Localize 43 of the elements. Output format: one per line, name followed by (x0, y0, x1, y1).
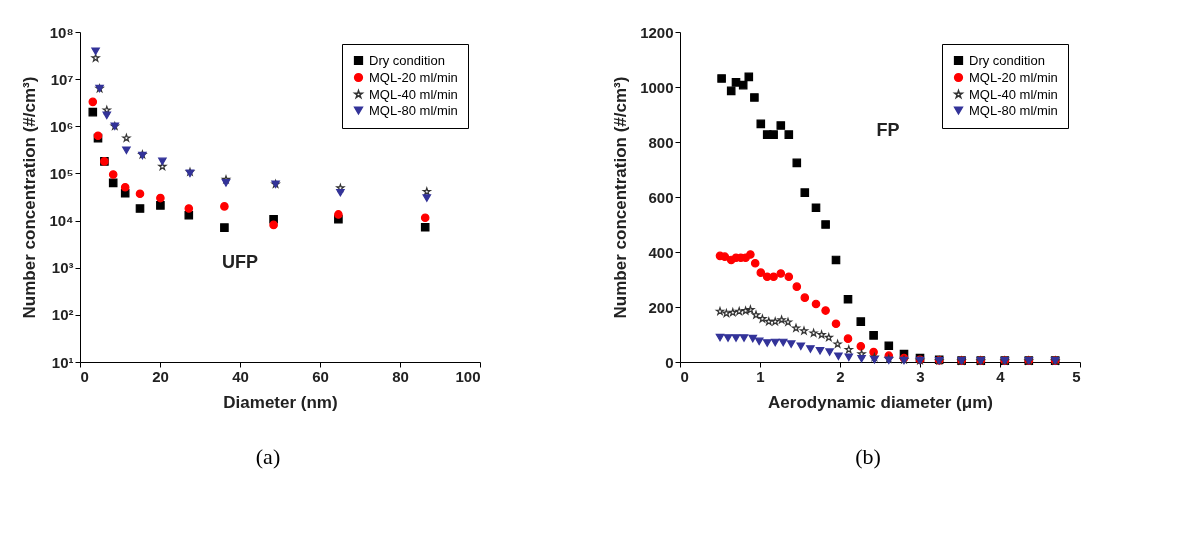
y-tick-label: 800 (648, 133, 674, 151)
x-axis-title: Diameter (nm) (223, 392, 338, 412)
y-tick-label: 10² (51, 306, 74, 324)
x-tick-label: 0 (680, 367, 689, 385)
y-tick-label: 1200 (640, 23, 674, 41)
x-tick-label: 100 (455, 367, 481, 385)
legend-label: MQL-80 ml/min (369, 102, 458, 118)
y-axis-title: Number concentration (#/cm³) (20, 76, 40, 319)
x-tick-label: 80 (392, 367, 409, 385)
legend-label: Dry condition (369, 52, 445, 68)
legend-label: MQL-20 ml/min (369, 69, 458, 85)
legend-label: MQL-40 ml/min (369, 86, 458, 102)
x-tick-label: 40 (232, 367, 249, 385)
x-tick-label: 3 (916, 367, 925, 385)
annotation: FP (876, 120, 900, 140)
x-tick-label: 20 (152, 367, 169, 385)
y-tick-label: 10⁷ (50, 70, 74, 88)
y-tick-label: 400 (648, 243, 674, 261)
y-tick-label: 600 (648, 188, 674, 206)
legend-label: MQL-20 ml/min (969, 69, 1058, 85)
y-tick-label: 0 (665, 353, 674, 371)
x-tick-label: 1 (756, 367, 765, 385)
y-tick-label: 10¹ (51, 353, 74, 371)
x-tick-label: 4 (996, 367, 1006, 385)
y-tick-label: 10⁵ (49, 164, 74, 182)
y-tick-label: 1000 (640, 78, 674, 96)
y-tick-label: 10⁸ (49, 23, 74, 41)
x-tick-label: 60 (312, 367, 329, 385)
legend-label: MQL-80 ml/min (969, 102, 1058, 118)
y-tick-label: 10⁴ (49, 212, 74, 230)
y-tick-label: 10³ (51, 259, 74, 277)
text: (a) (255, 444, 281, 469)
legend-label: MQL-40 ml/min (969, 86, 1058, 102)
x-tick-label: 0 (80, 367, 89, 385)
legend-label: Dry condition (969, 52, 1045, 68)
y-axis-title: Number concentration (#/cm³) (611, 76, 631, 319)
y-tick-label: 200 (648, 298, 674, 316)
x-tick-label: 5 (1072, 367, 1081, 385)
y-tick-label: 10⁶ (49, 117, 74, 135)
x-axis-title: Aerodynamic diameter (μm) (768, 392, 993, 412)
annotation: UFP (222, 252, 258, 272)
x-tick-label: 2 (836, 367, 845, 385)
text: (b) (855, 444, 881, 469)
